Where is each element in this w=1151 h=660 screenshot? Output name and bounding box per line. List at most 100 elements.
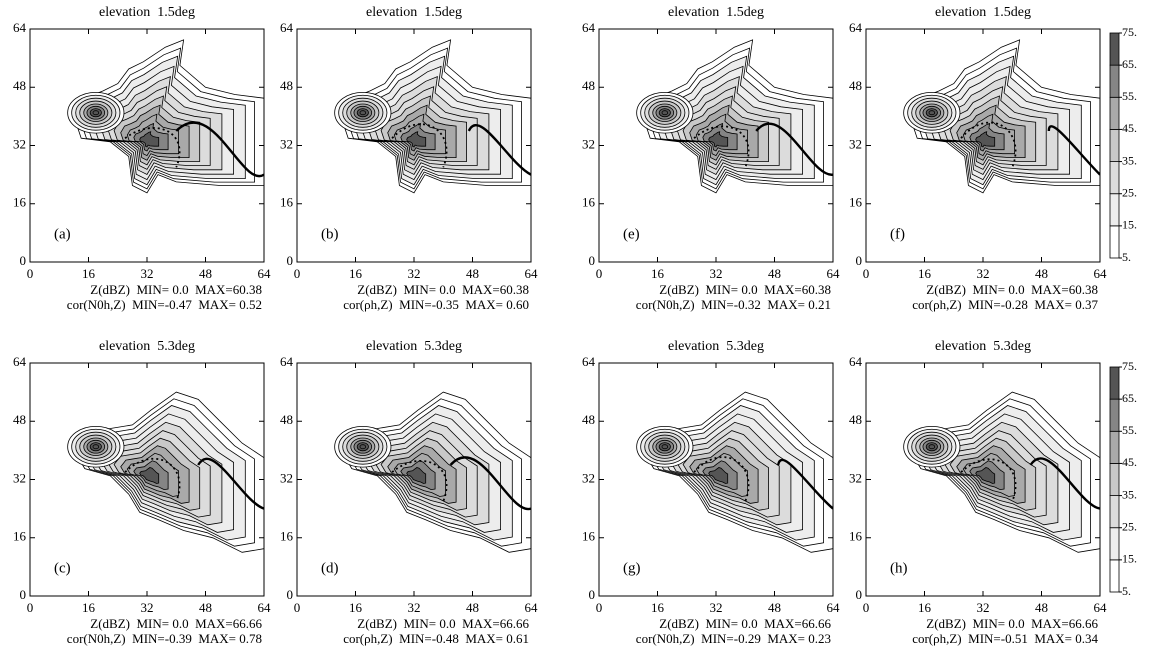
panel: elevation 1.5deg 0 16 32 48 64 0 16 32 48 64 (e) Z(d… (582, 5, 840, 312)
y-tick-label: 48 (849, 412, 862, 427)
y-tick-label: 48 (13, 412, 26, 427)
x-tick-label: 64 (258, 600, 272, 615)
colorbar-swatch (1109, 96, 1120, 130)
y-tick-label: 64 (849, 20, 863, 35)
x-tick-label: 48 (1035, 266, 1048, 281)
x-tick-label: 48 (199, 266, 212, 281)
contour (708, 131, 729, 148)
correlation-negative (693, 125, 750, 168)
x-tick-label: 16 (349, 266, 363, 281)
y-tick-label: 32 (13, 136, 26, 151)
y-tick-label: 0 (287, 253, 294, 268)
panel-label: (c) (54, 560, 71, 576)
x-tick-label: 48 (199, 600, 212, 615)
colorbar-label: 55. (1122, 89, 1137, 103)
correlation-positive (449, 456, 531, 510)
panel-title: elevation 1.5deg (366, 5, 462, 20)
panel-title: elevation 1.5deg (935, 5, 1031, 20)
y-tick-label: 32 (582, 470, 595, 485)
x-tick-label: 32 (408, 600, 421, 615)
colorbar-swatch (1109, 366, 1120, 400)
x-tick-label: 48 (466, 600, 479, 615)
contour (359, 110, 367, 116)
footer-note: cor(ρh,Z) MIN=-0.51 MAX= 0.34 (912, 631, 1098, 646)
colorbar-swatch (1109, 495, 1120, 529)
x-tick-label: 64 (258, 266, 272, 281)
colorbar-label: 65. (1122, 57, 1137, 71)
y-tick-label: 32 (13, 470, 26, 485)
x-tick-label: 0 (27, 600, 34, 615)
footer-note: Z(dBZ) MIN= 0.0 MAX=66.66 (659, 616, 831, 631)
contour (406, 131, 427, 148)
contour-field (334, 391, 531, 553)
footer-note: cor(N0h,Z) MIN=-0.29 MAX= 0.23 (636, 631, 831, 646)
x-tick-label: 0 (27, 266, 34, 281)
y-tick-label: 64 (280, 20, 294, 35)
correlation-positive (197, 457, 264, 510)
panel-label: (f) (890, 226, 905, 242)
y-tick-label: 16 (582, 529, 596, 544)
panel-title: elevation 5.3deg (366, 339, 462, 354)
footer-note: Z(dBZ) MIN= 0.0 MAX=60.38 (90, 282, 262, 297)
y-tick-label: 32 (849, 136, 862, 151)
x-tick-label: 64 (525, 600, 539, 615)
footer-note: cor(N0h,Z) MIN=-0.32 MAX= 0.21 (636, 297, 831, 312)
colorbar-label: 25. (1122, 519, 1137, 533)
panel-title: elevation 5.3deg (935, 339, 1031, 354)
x-tick-label: 32 (710, 266, 723, 281)
panel: elevation 1.5deg 0 16 32 48 64 0 16 32 48 64 (a) Z(d… (13, 5, 271, 312)
x-tick-label: 0 (863, 266, 870, 281)
y-tick-label: 64 (13, 354, 27, 369)
footer-note: cor(ρh,Z) MIN=-0.48 MAX= 0.61 (343, 631, 529, 646)
x-tick-label: 32 (141, 600, 154, 615)
panel-label: (b) (321, 226, 339, 242)
contour-field (67, 391, 264, 553)
panel-label: (e) (623, 226, 640, 242)
x-tick-label: 16 (82, 266, 96, 281)
y-tick-label: 48 (582, 412, 595, 427)
colorbar-swatch (1109, 193, 1120, 227)
colorbar-label: 55. (1122, 423, 1137, 437)
contour (975, 131, 996, 148)
panel: elevation 1.5deg 0 16 32 48 64 0 16 32 48 64 (b) Z(d… (280, 5, 538, 312)
colorbar-label: 45. (1122, 121, 1137, 135)
correlation-negative (124, 457, 181, 502)
y-tick-label: 16 (13, 529, 27, 544)
x-tick-label: 48 (1035, 600, 1048, 615)
contour (708, 467, 729, 484)
contour (661, 444, 669, 450)
footer-note: Z(dBZ) MIN= 0.0 MAX=60.38 (926, 282, 1098, 297)
x-tick-label: 16 (918, 266, 932, 281)
y-tick-label: 0 (20, 587, 27, 602)
y-tick-label: 0 (589, 587, 596, 602)
footer-note: cor(ρh,Z) MIN=-0.35 MAX= 0.60 (343, 297, 529, 312)
correlation-negative (391, 460, 448, 502)
correlation-negative (124, 127, 181, 168)
x-tick-label: 0 (596, 600, 603, 615)
x-tick-label: 0 (596, 266, 603, 281)
x-tick-label: 32 (977, 266, 990, 281)
colorbar-label: 5. (1122, 584, 1131, 598)
x-tick-label: 0 (294, 266, 301, 281)
footer-note: Z(dBZ) MIN= 0.0 MAX=60.38 (659, 282, 831, 297)
colorbar-swatch (1109, 32, 1120, 66)
footer-note: Z(dBZ) MIN= 0.0 MAX=66.66 (90, 616, 262, 631)
panel-label: (g) (623, 560, 641, 576)
y-tick-label: 0 (287, 587, 294, 602)
panel-label: (a) (54, 226, 71, 242)
x-tick-label: 48 (768, 600, 781, 615)
colorbar-label: 35. (1122, 487, 1137, 501)
correlation-positive (1047, 125, 1100, 176)
colorbar-swatch (1109, 225, 1120, 259)
panel: elevation 5.3deg 0 16 32 48 64 0 16 32 48 64 (d) Z(d… (280, 339, 538, 646)
colorbar-label: 35. (1122, 153, 1137, 167)
x-tick-label: 32 (977, 600, 990, 615)
footer-note: cor(ρh,Z) MIN=-0.28 MAX= 0.37 (912, 297, 1098, 312)
panel: elevation 5.3deg 0 16 32 48 64 0 16 32 48 64 (h) Z(d… (849, 339, 1137, 646)
contour-field (636, 391, 833, 553)
panel: elevation 5.3deg 0 16 32 48 64 0 16 32 48 64 (g) Z(d… (582, 339, 840, 646)
x-tick-label: 64 (1094, 600, 1108, 615)
colorbar-label: 25. (1122, 185, 1137, 199)
colorbar-label: 75. (1122, 359, 1137, 373)
